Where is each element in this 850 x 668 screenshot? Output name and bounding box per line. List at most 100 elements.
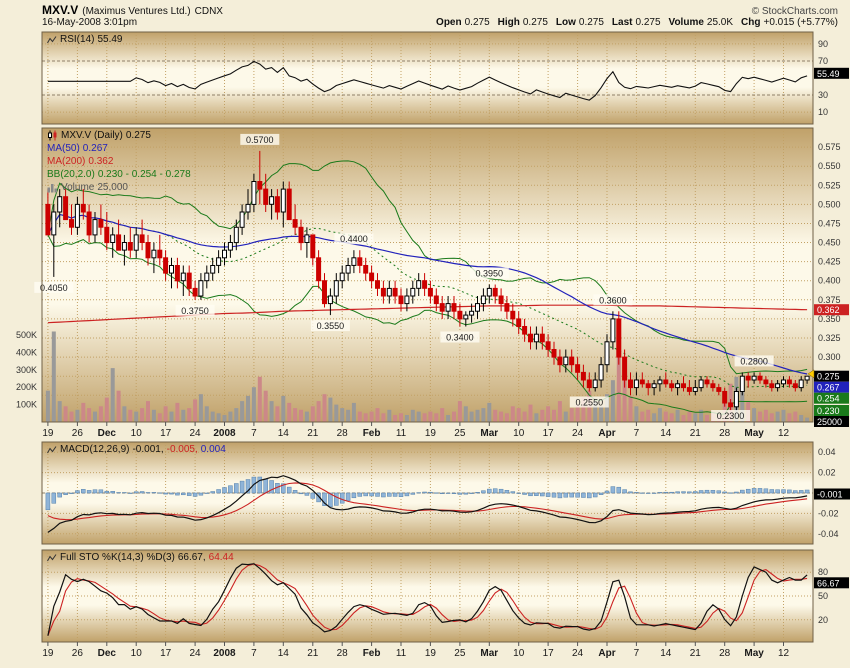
- svg-text:17: 17: [160, 648, 172, 659]
- svg-text:Dec: Dec: [98, 648, 117, 659]
- svg-text:200K: 200K: [16, 382, 37, 392]
- copyright: © StockCharts.com: [751, 6, 838, 17]
- sto-legend-value2: 64.44: [208, 552, 234, 563]
- candlestick-icon: [48, 130, 57, 141]
- svg-text:50: 50: [818, 591, 828, 601]
- company-name: (Maximus Ventures Ltd.): [82, 6, 191, 17]
- svg-text:25: 25: [454, 428, 466, 439]
- svg-text:Mar: Mar: [480, 428, 498, 439]
- svg-text:25000: 25000: [817, 417, 842, 427]
- quote-open-label: Open: [436, 17, 462, 28]
- svg-text:500K: 500K: [16, 330, 37, 340]
- svg-text:0.275: 0.275: [817, 372, 840, 382]
- quote-open-value: 0.275: [464, 17, 490, 28]
- x-axis-top: 19 26 Dec 10 17 24 2008 7 14 21 28 Feb 11 19 25 Mar 10 17…: [42, 422, 790, 439]
- datetime: 16-May-2008 3:01pm: [42, 17, 138, 28]
- svg-text:66.67: 66.67: [817, 578, 840, 588]
- svg-text:26: 26: [72, 648, 84, 659]
- sto-legend: Full STO %K(14,3) %D(3) 66.67, 64.44: [47, 552, 234, 563]
- svg-text:0.267: 0.267: [817, 383, 840, 393]
- svg-text:0.2550: 0.2550: [576, 397, 604, 407]
- svg-text:0.2800: 0.2800: [740, 356, 768, 366]
- svg-text:24: 24: [189, 428, 201, 439]
- exchange: CDNX: [194, 6, 223, 17]
- sto-indicator-icon: [47, 553, 57, 561]
- svg-text:17: 17: [543, 648, 555, 659]
- quote-chg-value: +0.015 (+5.77%): [763, 17, 839, 28]
- svg-text:Apr: Apr: [598, 428, 615, 439]
- svg-text:7: 7: [634, 428, 640, 439]
- svg-text:0.400: 0.400: [818, 276, 841, 286]
- svg-text:0.3550: 0.3550: [317, 321, 345, 331]
- svg-text:0.4400: 0.4400: [340, 234, 368, 244]
- svg-text:-0.001: -0.001: [817, 490, 843, 500]
- macd-legend-label: MACD(12,26,9): [60, 444, 130, 455]
- svg-text:0.3750: 0.3750: [181, 306, 209, 316]
- quote-row: 16-May-2008 3:01pm Open 0.275 High 0.275 Low…: [42, 17, 838, 28]
- svg-text:17: 17: [543, 428, 555, 439]
- svg-text:0.350: 0.350: [818, 314, 841, 324]
- svg-text:10: 10: [131, 428, 143, 439]
- sto-panel: 80 50 20 66.67: [41, 549, 849, 643]
- svg-text:12: 12: [778, 428, 790, 439]
- svg-text:10: 10: [818, 107, 828, 117]
- rsi-legend-label: RSI(14): [60, 34, 95, 45]
- svg-text:7: 7: [251, 428, 257, 439]
- svg-text:Feb: Feb: [363, 648, 381, 659]
- svg-text:7: 7: [251, 648, 257, 659]
- x-axis-bottom: 19 26 Dec 10 17 24 2008 7 14 21 28 Feb 11 19 25 Mar 10 17…: [42, 642, 790, 659]
- svg-text:0.525: 0.525: [818, 180, 841, 190]
- svg-text:100K: 100K: [16, 400, 37, 410]
- svg-text:2008: 2008: [213, 648, 236, 659]
- svg-text:Apr: Apr: [598, 648, 615, 659]
- svg-text:21: 21: [690, 428, 702, 439]
- svg-text:0.04: 0.04: [818, 447, 836, 457]
- ma50-legend: MA(50) 0.267: [47, 143, 108, 154]
- svg-text:28: 28: [337, 428, 349, 439]
- svg-text:0.550: 0.550: [818, 161, 841, 171]
- svg-text:11: 11: [396, 648, 407, 659]
- macd-panel: 0.040.020.00-0.02-0.04-0.001: [41, 441, 850, 545]
- svg-text:30: 30: [818, 90, 828, 100]
- svg-text:19: 19: [425, 428, 437, 439]
- svg-text:12: 12: [778, 648, 790, 659]
- quote-high-label: High: [497, 17, 520, 28]
- quote-low-label: Low: [555, 17, 576, 28]
- svg-text:28: 28: [337, 648, 349, 659]
- symbol-legend-label: MXV.V (Daily): [61, 130, 123, 141]
- quote-line: Open 0.275 High 0.275 Low 0.275 Last 0.275 Volum…: [428, 17, 838, 28]
- svg-text:28: 28: [719, 428, 731, 439]
- svg-text:2008: 2008: [213, 428, 236, 439]
- quote-volume-label: Volume: [668, 17, 704, 28]
- macd-histogram: [45, 476, 810, 511]
- svg-text:0.3950: 0.3950: [476, 269, 504, 279]
- svg-text:14: 14: [278, 428, 290, 439]
- svg-text:20: 20: [818, 615, 828, 625]
- svg-text:80: 80: [818, 567, 828, 577]
- svg-text:26: 26: [72, 428, 84, 439]
- quote-last-value: 0.275: [635, 17, 661, 28]
- rsi-panel: 90 70 30 10 55.49: [41, 31, 849, 125]
- sto-legend-value1: 66.67,: [177, 552, 206, 563]
- svg-text:0.475: 0.475: [818, 218, 841, 228]
- macd-legend-value3: 0.004: [200, 444, 226, 455]
- svg-text:11: 11: [396, 428, 407, 439]
- bollinger-legend: BB(20,2.0) 0.230 - 0.254 - 0.278: [47, 169, 191, 180]
- quote-low-value: 0.275: [578, 17, 604, 28]
- volume-legend: Volume 25,000: [47, 182, 128, 193]
- svg-text:14: 14: [660, 648, 672, 659]
- rsi-legend: RSI(14) 55.49: [47, 34, 122, 45]
- svg-text:24: 24: [572, 428, 584, 439]
- quote-volume-value: 25.0K: [706, 17, 734, 28]
- macd-legend-value1: -0.001,: [132, 444, 164, 455]
- svg-text:10: 10: [513, 648, 525, 659]
- sto-legend-label: Full STO %K(14,3) %D(3): [60, 552, 175, 563]
- volume-legend-label: Volume: [61, 182, 95, 193]
- ma200-legend-label: MA(200): [47, 156, 86, 167]
- svg-text:0.230: 0.230: [817, 406, 840, 416]
- volume-legend-value: 25,000: [97, 182, 128, 193]
- svg-text:70: 70: [818, 56, 828, 66]
- svg-text:0.325: 0.325: [818, 333, 841, 343]
